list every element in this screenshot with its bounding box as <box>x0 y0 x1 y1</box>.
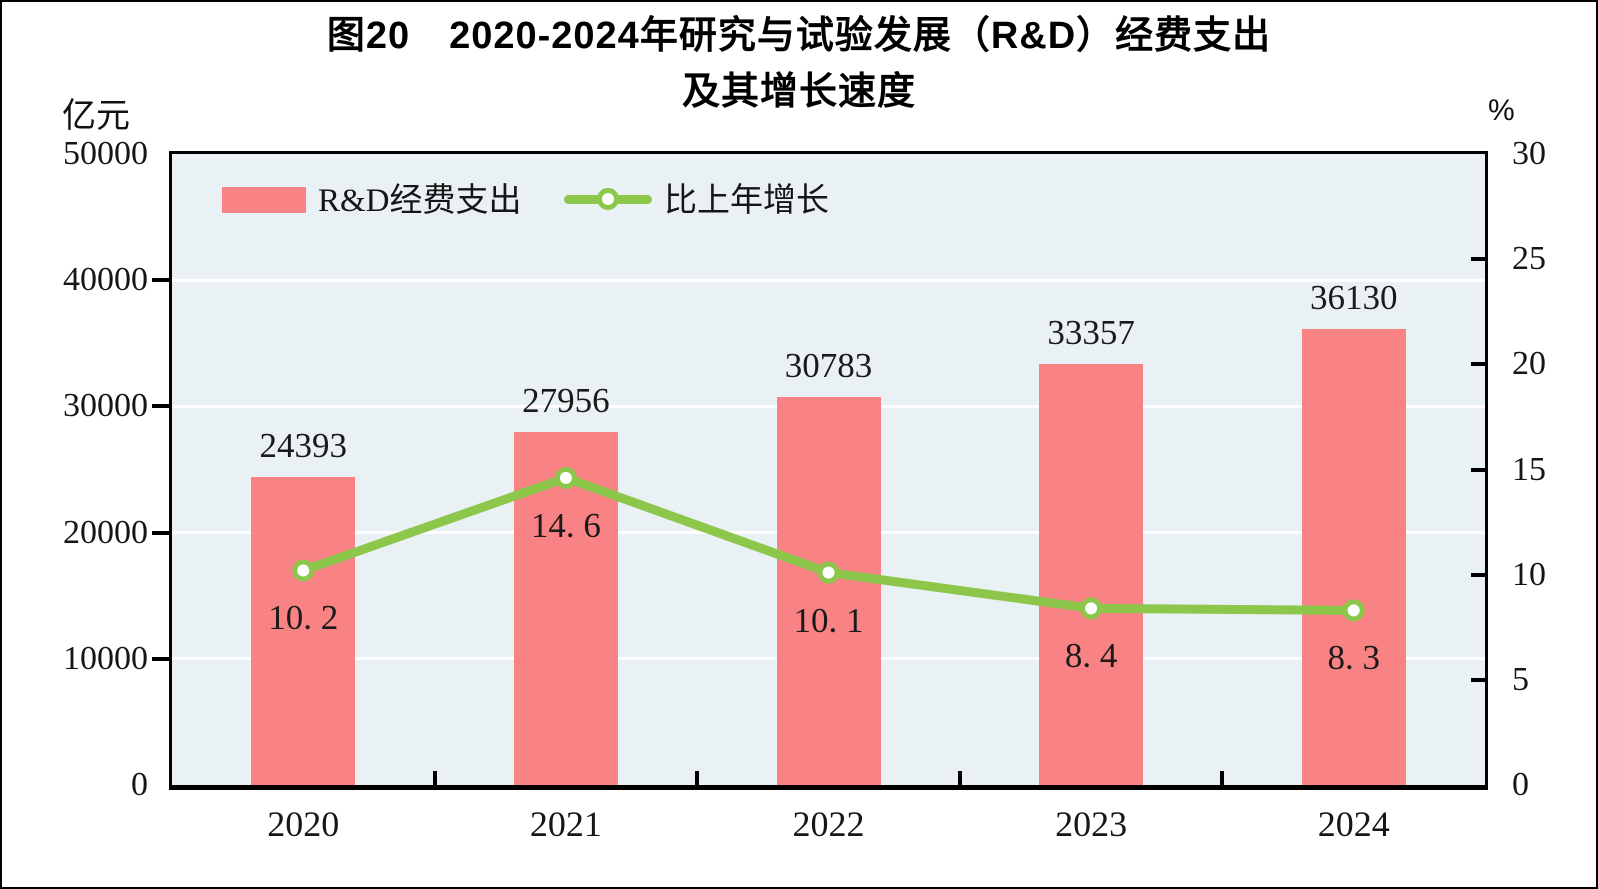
right-axis-tick <box>1471 362 1488 367</box>
bar-value-label: 27956 <box>522 381 610 421</box>
chart-title-line2: 及其增长速度 <box>681 71 916 113</box>
line-marker-2020 <box>292 559 315 582</box>
bar-2023 <box>1039 364 1144 785</box>
left-axis-tick <box>152 404 169 409</box>
gridline <box>172 278 1485 282</box>
left-axis-tick-label: 20000 <box>63 513 148 551</box>
left-axis-unit: 亿元 <box>62 97 130 135</box>
left-axis-tick <box>152 530 169 535</box>
x-axis-label-2022: 2022 <box>792 804 865 844</box>
bar-value-label: 30783 <box>784 345 873 385</box>
line-value-label: 8. 3 <box>1327 638 1380 678</box>
x-axis-label-2024: 2024 <box>1317 804 1390 844</box>
line-marker-2022 <box>817 561 840 584</box>
legend-bar-swatch <box>222 187 306 213</box>
left-axis-tick <box>152 278 169 283</box>
right-axis-tick <box>1471 677 1488 682</box>
legend-circle-marker-icon <box>597 188 619 210</box>
right-axis-tick-label: 10 <box>1512 555 1546 593</box>
right-axis-tick <box>1471 467 1488 472</box>
line-value-label: 10. 2 <box>268 598 339 638</box>
line-marker-2021 <box>554 466 577 489</box>
bar-2022 <box>776 396 881 785</box>
chart-plot-area: R&D经费支出 比上年增长 24393 27956 30783 33357 36130 1… <box>169 151 1488 790</box>
x-axis-label-2023: 2023 <box>1055 804 1128 844</box>
right-axis-tick-label: 5 <box>1512 660 1529 698</box>
line-value-label: 8. 4 <box>1064 636 1118 676</box>
bar-value-label: 36130 <box>1309 278 1398 318</box>
growth-line-layer <box>292 466 1365 622</box>
legend-label-bar-series: R&D经费支出 <box>318 183 522 219</box>
bar-2020 <box>251 477 356 785</box>
right-axis-unit: % <box>1488 94 1515 127</box>
left-axis-tick <box>152 656 169 661</box>
right-axis-tick-label: 30 <box>1512 135 1546 172</box>
x-axis-label-2021: 2021 <box>529 804 602 844</box>
left-axis-tick-label: 10000 <box>63 639 148 677</box>
left-axis-tick-label: 30000 <box>63 387 148 425</box>
line-value-label: 14. 6 <box>530 505 601 545</box>
chart-title-line1: 图20 2020-2024年研究与试验发展（R&D）经费支出 <box>326 15 1272 57</box>
right-axis-tick <box>1471 257 1488 262</box>
legend-label-line-series: 比上年增长 <box>664 183 829 219</box>
x-axis-tick <box>695 771 700 785</box>
x-axis-tick <box>432 771 437 785</box>
right-axis-tick-label: 25 <box>1512 240 1546 278</box>
right-axis-tick-label: 20 <box>1512 345 1546 383</box>
line-value-label: 10. 1 <box>793 600 864 640</box>
x-axis-label-2020: 2020 <box>267 804 340 844</box>
x-axis-tick <box>957 771 962 785</box>
left-axis-tick-label: 40000 <box>63 261 148 299</box>
right-axis-tick-label: 15 <box>1512 450 1546 488</box>
bar-2024 <box>1301 329 1406 785</box>
right-axis-tick <box>1471 572 1488 577</box>
x-axis-tick <box>1220 771 1225 785</box>
line-marker-2023 <box>1080 597 1103 620</box>
bar-value-label: 24393 <box>259 426 348 466</box>
line-marker-2024 <box>1342 599 1365 622</box>
bar-value-label: 33357 <box>1047 313 1135 353</box>
left-axis-tick-label: 50000 <box>63 135 148 172</box>
left-axis-tick-label: 0 <box>131 766 148 803</box>
right-axis-tick-label: 0 <box>1512 766 1529 803</box>
